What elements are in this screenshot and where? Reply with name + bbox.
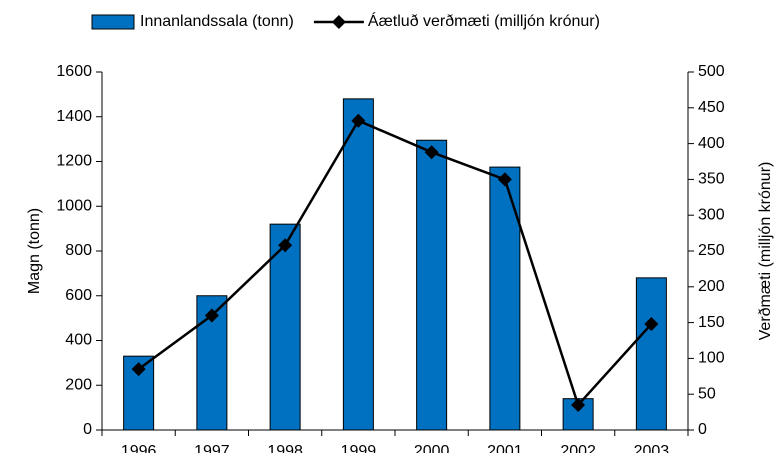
marker [497,172,512,187]
y-tick-label: 800 [65,242,92,259]
y-tick-label: 400 [65,332,92,349]
y2-tick-label: 0 [698,421,707,438]
y-tick-label: 600 [65,287,92,304]
y2-tick-label: 200 [698,278,725,295]
y2-axis-label: Verðmæti (milljón krónur) [757,162,774,341]
marker [644,317,659,332]
marker [571,397,586,412]
y2-tick-label: 150 [698,314,725,331]
y2-tick-label: 400 [698,135,725,152]
marker [204,308,219,323]
bar [342,98,374,431]
y2-tick-label: 300 [698,206,725,223]
x-tick-label: 1996 [121,443,157,453]
x-tick-label: 2003 [634,443,670,453]
marker [424,145,439,160]
x-tick-label: 1999 [341,443,377,453]
legend-label: Áætluð verðmæti (milljón krónur) [368,11,600,30]
y-tick-label: 1600 [56,63,92,80]
x-tick-label: 1997 [194,443,230,453]
marker [131,362,146,377]
y2-tick-label: 250 [698,242,725,259]
x-tick-label: 2001 [487,443,523,453]
legend-marker [331,15,346,29]
y-tick-label: 1400 [56,108,92,125]
bar [269,223,301,431]
marker [278,238,293,253]
legend-swatch [91,14,135,30]
y2-tick-label: 50 [698,385,716,402]
marker [351,113,366,128]
y-tick-label: 200 [65,376,92,393]
y2-tick-label: 450 [698,99,725,116]
x-tick-label: 2000 [414,443,450,453]
x-tick-label: 1998 [267,443,303,453]
y2-tick-label: 100 [698,350,725,367]
bar [489,166,521,431]
y2-tick-label: 500 [698,63,725,80]
y-tick-label: 0 [83,421,92,438]
bar [416,139,448,431]
legend-label: Innanlandssala (tonn) [140,13,294,30]
line [137,119,653,408]
y2-tick-label: 350 [698,171,725,188]
y-tick-label: 1000 [56,197,92,214]
y-tick-label: 1200 [56,153,92,170]
bar [635,277,667,431]
x-tick-label: 2002 [560,443,596,453]
y-axis-label: Magn (tonn) [26,208,43,294]
